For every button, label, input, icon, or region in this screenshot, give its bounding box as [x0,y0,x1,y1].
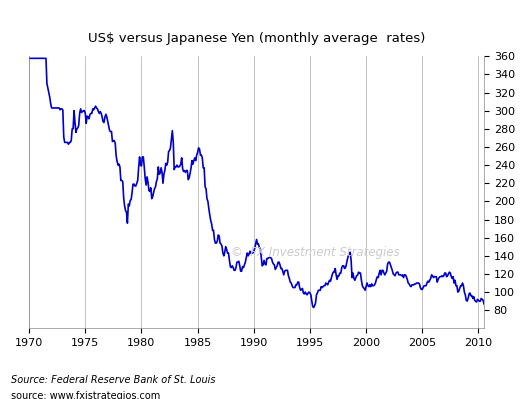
Text: US$ versus Japanese Yen (monthly average  rates): US$ versus Japanese Yen (monthly average… [88,32,425,45]
Text: Source: Federal Reserve Bank of St. Louis: Source: Federal Reserve Bank of St. Loui… [11,375,215,385]
Text: source: www.fxistrategios.com: source: www.fxistrategios.com [11,391,160,399]
Text: ©  FX Investment Strategies: © FX Investment Strategies [232,246,400,259]
